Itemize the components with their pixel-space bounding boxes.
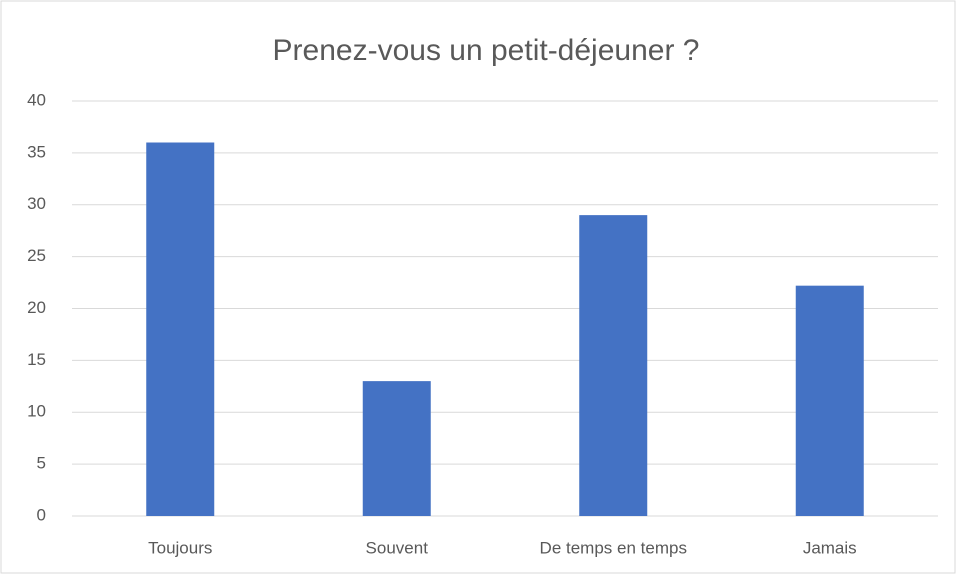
y-tick-label: 0: [37, 505, 46, 524]
y-tick-label: 30: [27, 194, 46, 213]
bar: [362, 381, 431, 516]
x-tick-label: De temps en temps: [540, 538, 687, 557]
y-tick-label: 35: [27, 142, 46, 161]
y-tick-label: 15: [27, 350, 46, 369]
x-tick-label: Jamais: [803, 538, 857, 557]
y-tick-label: 40: [27, 90, 46, 109]
bar: [579, 215, 648, 516]
y-tick-label: 20: [27, 298, 46, 317]
y-tick-label: 5: [37, 454, 46, 473]
x-tick-label: Toujours: [148, 538, 212, 557]
x-tick-label: Souvent: [366, 538, 429, 557]
bar: [146, 142, 215, 516]
y-tick-label: 10: [27, 402, 46, 421]
y-tick-label: 25: [27, 246, 46, 265]
bar: [795, 285, 864, 516]
chart-title: Prenez-vous un petit-déjeuner ?: [273, 34, 700, 67]
